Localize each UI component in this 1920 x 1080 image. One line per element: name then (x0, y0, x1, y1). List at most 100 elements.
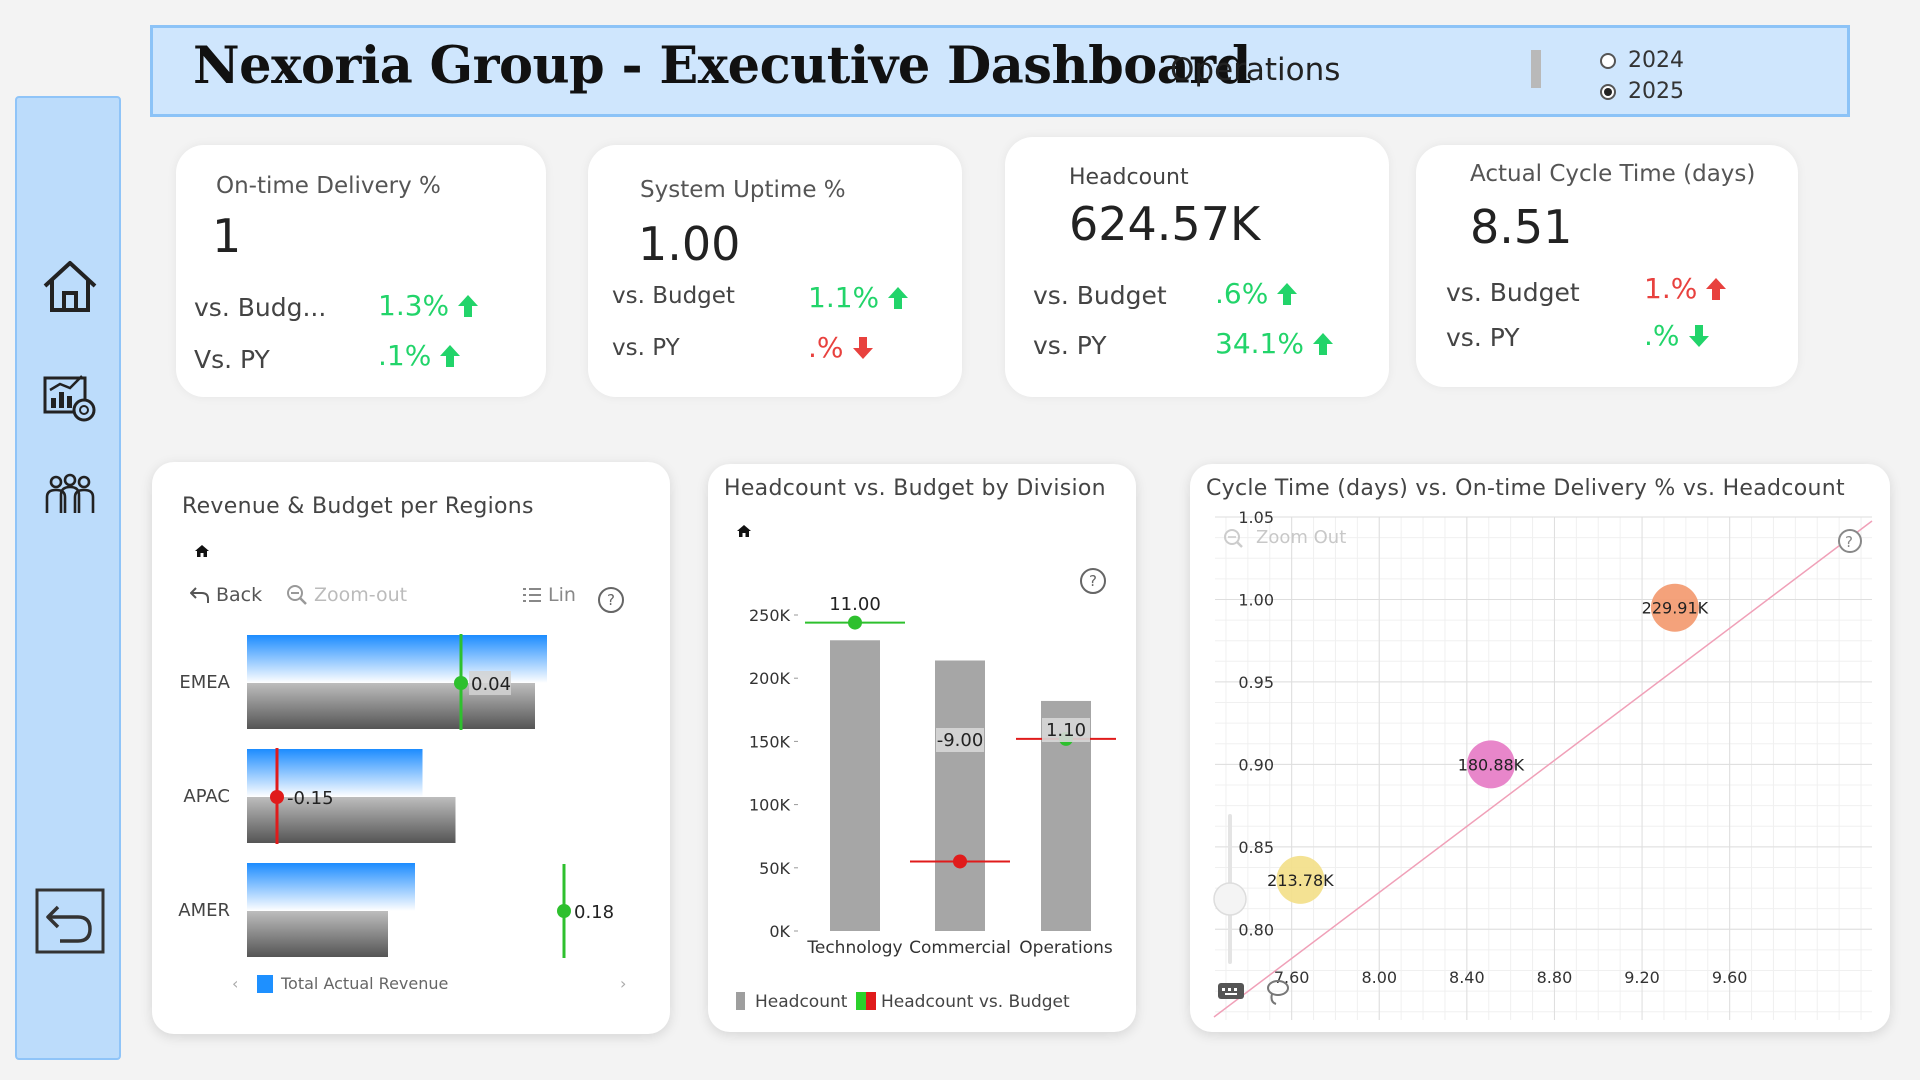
bar-actual-revenue[interactable] (247, 863, 415, 911)
bar-actual-revenue[interactable] (247, 749, 423, 797)
help-icon[interactable]: ? (1838, 529, 1862, 553)
kpi-value: 1 (212, 209, 242, 263)
radio-button-icon[interactable] (1600, 52, 1616, 69)
magnifier-icon (287, 585, 307, 605)
drill-home-icon[interactable] (736, 524, 752, 538)
undo-arrow-icon (190, 587, 209, 603)
kpi-py-delta: .% (808, 331, 874, 364)
legend-label-headcount: Headcount (755, 992, 848, 1012)
team-people-icon[interactable] (17, 473, 123, 515)
bubble-label: 213.78K (1267, 871, 1334, 890)
x-tick-label: Technology (806, 938, 902, 958)
x-tick-label: 8.00 (1361, 968, 1397, 987)
zoom-out-control[interactable]: Zoom Out (1224, 527, 1346, 548)
data-label-bg (936, 728, 984, 752)
help-icon[interactable]: ? (598, 587, 624, 613)
scatter-bubble[interactable] (1276, 855, 1325, 904)
bar-budget[interactable] (247, 797, 456, 843)
y-tick-label: 50K (759, 859, 790, 878)
chart-title: Cycle Time (days) vs. On-time Delivery %… (1206, 476, 1845, 501)
kpi-budget-label: vs. Budget (1033, 281, 1167, 310)
drill-home-icon[interactable] (194, 544, 210, 558)
kpi-title: Headcount (1069, 165, 1189, 190)
bar-headcount[interactable] (830, 640, 880, 931)
kpi-value: 1.00 (638, 217, 741, 271)
data-label: -9.00 (937, 730, 984, 751)
x-tick-label: Operations (1019, 938, 1113, 958)
chart-title: Revenue & Budget per Regions (182, 494, 534, 519)
legend-swatch-actual (257, 975, 273, 993)
analytics-report-icon[interactable] (17, 370, 123, 424)
kpi-budget-value: .6% (1215, 277, 1269, 310)
year-radio-2025[interactable]: 2025 (1600, 79, 1684, 104)
header-divider (1531, 50, 1541, 88)
chart-title: Headcount vs. Budget by Division (724, 476, 1106, 501)
arrow-up-icon (1312, 332, 1333, 355)
zoom-slider[interactable] (1213, 814, 1247, 964)
arrow-up-icon (440, 344, 461, 367)
slider-handle[interactable] (1213, 882, 1247, 916)
legend-swatch-vs-budget-red (866, 992, 876, 1010)
legend-next-icon[interactable]: › (620, 974, 626, 993)
radio-button-icon[interactable] (1600, 83, 1616, 100)
kpi-budget-value: 1.1% (808, 281, 880, 314)
x-tick-label: 8.80 (1537, 968, 1573, 987)
data-label: 11.00 (829, 594, 881, 615)
variance-marker[interactable] (270, 790, 284, 804)
variance-marker[interactable] (454, 676, 468, 690)
legend: ‹ Total Actual Revenue › (232, 974, 626, 993)
back-button[interactable]: Back (190, 584, 262, 606)
home-icon[interactable] (17, 258, 123, 314)
bar-budget[interactable] (247, 911, 388, 957)
zoom-out-label[interactable]: Zoom Out (1256, 527, 1346, 548)
x-tick-label: Commercial (909, 938, 1011, 958)
linear-scale-button[interactable]: Lin (522, 584, 576, 606)
kpi-card-ontime-delivery: On-time Delivery % 1 vs. Budg... 1.3% Vs… (176, 145, 546, 397)
legend-label-vs-budget: Headcount vs. Budget (881, 992, 1070, 1012)
y-tick-label: 250K (749, 606, 791, 625)
division-bar-chart: 0K 50K 100K 150K 200K 250K Technology Commercia… (736, 594, 1116, 1012)
trend-line (1213, 520, 1873, 1018)
arrow-up-icon (888, 286, 909, 309)
budget-marker-dot[interactable] (848, 615, 862, 630)
x-tick-label: 9.60 (1712, 968, 1748, 987)
y-tick-label: 1.00 (1238, 590, 1274, 609)
scatter-chart: 7.60 8.00 8.40 8.80 9.20 9.60 0.80 0.85 0.90 0.95… (1213, 508, 1873, 1020)
kpi-py-value: .% (808, 331, 844, 364)
x-tick-label: 9.20 (1624, 968, 1660, 987)
kpi-budget-delta: 1.1% (808, 281, 909, 314)
help-icon[interactable]: ? (1080, 568, 1106, 594)
back-arrow-icon[interactable] (17, 887, 123, 955)
regions-bar-chart: EMEA 0.04 APAC -0.15 AMER 0.18 ‹ Total Actual… (178, 634, 626, 993)
kpi-title: Actual Cycle Time (days) (1470, 161, 1756, 187)
budget-marker-dot[interactable] (953, 854, 967, 869)
scatter-bubble[interactable] (1650, 583, 1699, 632)
y-tick-label: 200K (749, 669, 791, 688)
data-label-bg (1042, 718, 1090, 742)
lasso-icon[interactable] (1267, 980, 1289, 1005)
lin-label: Lin (548, 584, 576, 606)
legend-swatch-vs-budget-green (856, 992, 866, 1010)
arrow-up-icon (1706, 277, 1727, 300)
scatter-bubble[interactable] (1466, 740, 1515, 789)
sidebar (15, 96, 121, 1060)
arrow-down-icon (852, 336, 873, 359)
y-tick-label: 0.95 (1238, 673, 1274, 692)
keyboard-icon[interactable] (1218, 983, 1244, 999)
y-tick-label: 0.85 (1238, 838, 1274, 857)
kpi-budget-value: 1.% (1644, 272, 1698, 305)
kpi-py-value: .% (1644, 319, 1680, 352)
zoom-out-button[interactable]: Zoom-out (286, 584, 407, 606)
year-radio-2024[interactable]: 2024 (1600, 48, 1684, 73)
kpi-budget-value: 1.3% (378, 289, 450, 322)
kpi-py-value: .1% (378, 339, 432, 372)
y-tick-label: 1.05 (1238, 508, 1274, 527)
arrow-up-icon (458, 294, 479, 317)
zoom-label: Zoom-out (314, 584, 408, 606)
kpi-py-delta: .% (1644, 319, 1710, 352)
variance-marker[interactable] (557, 904, 571, 918)
y-tick-label: 0.80 (1238, 920, 1274, 939)
kpi-py-delta: .1% (378, 339, 461, 372)
legend-prev-icon[interactable]: ‹ (232, 974, 238, 993)
bar-headcount[interactable] (935, 660, 985, 931)
